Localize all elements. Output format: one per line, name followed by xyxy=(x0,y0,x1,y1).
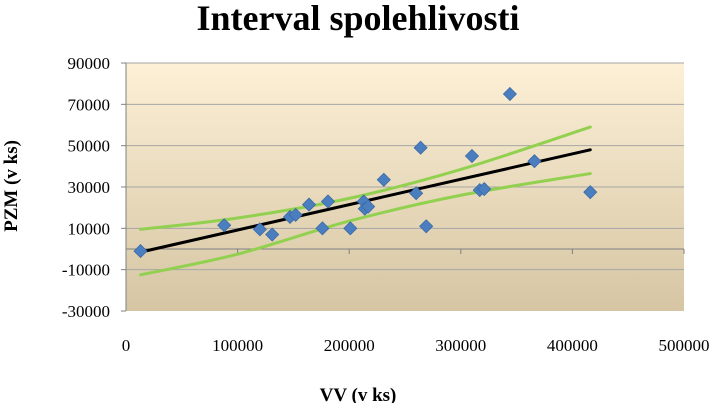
y-axis-ticks: -30000 -10000 10000 30000 50000 70000 90000 xyxy=(62,54,126,321)
y-axis-title: PZM (v ks) xyxy=(1,140,22,232)
y-tick-label-6: 90000 xyxy=(68,54,111,73)
x-tick-label-1: 100000 xyxy=(212,336,263,355)
data-point-19 xyxy=(477,182,492,197)
data-point-7 xyxy=(315,221,330,236)
y-tick-label-1: -10000 xyxy=(62,261,110,280)
data-point-6 xyxy=(301,197,317,212)
data-point-8 xyxy=(320,194,336,209)
y-tick-label-4: 50000 xyxy=(68,137,111,156)
data-point-9 xyxy=(343,221,358,236)
x-tick-label-4: 400000 xyxy=(547,336,598,355)
data-point-12 xyxy=(361,199,376,214)
data-point-1 xyxy=(217,218,232,233)
data-point-17 xyxy=(464,148,480,164)
data-point-2 xyxy=(252,222,267,237)
x-tick-label-5: 500000 xyxy=(659,336,710,355)
y-tick-label-5: 70000 xyxy=(68,95,111,114)
x-axis-ticks: 0 100000 200000 300000 400000 500000 xyxy=(122,249,710,355)
x-tick-label-2: 200000 xyxy=(324,336,375,355)
chart-title: Interval spolehlivosti xyxy=(196,0,519,38)
data-point-14 xyxy=(409,186,424,201)
x-axis-title: VV (v ks) xyxy=(320,385,397,403)
x-tick-label-3: 300000 xyxy=(435,336,486,355)
data-point-21 xyxy=(527,154,542,169)
data-point-0 xyxy=(133,244,148,259)
y-tick-label-2: 10000 xyxy=(68,219,111,238)
data-point-3 xyxy=(265,227,280,242)
data-point-5 xyxy=(288,207,303,222)
lower-confidence-band xyxy=(139,172,592,277)
gridlines xyxy=(126,62,684,271)
data-point-20 xyxy=(502,86,517,102)
data-point-13 xyxy=(376,172,391,187)
data-point-22 xyxy=(583,185,598,200)
y-tick-label-3: 30000 xyxy=(68,178,111,197)
data-points xyxy=(133,86,598,259)
upper-confidence-band xyxy=(139,125,592,231)
y-tick-label-0: -30000 xyxy=(62,302,110,321)
data-point-16 xyxy=(419,219,434,234)
x-tick-label-0: 0 xyxy=(122,336,131,355)
data-point-15 xyxy=(413,140,428,155)
